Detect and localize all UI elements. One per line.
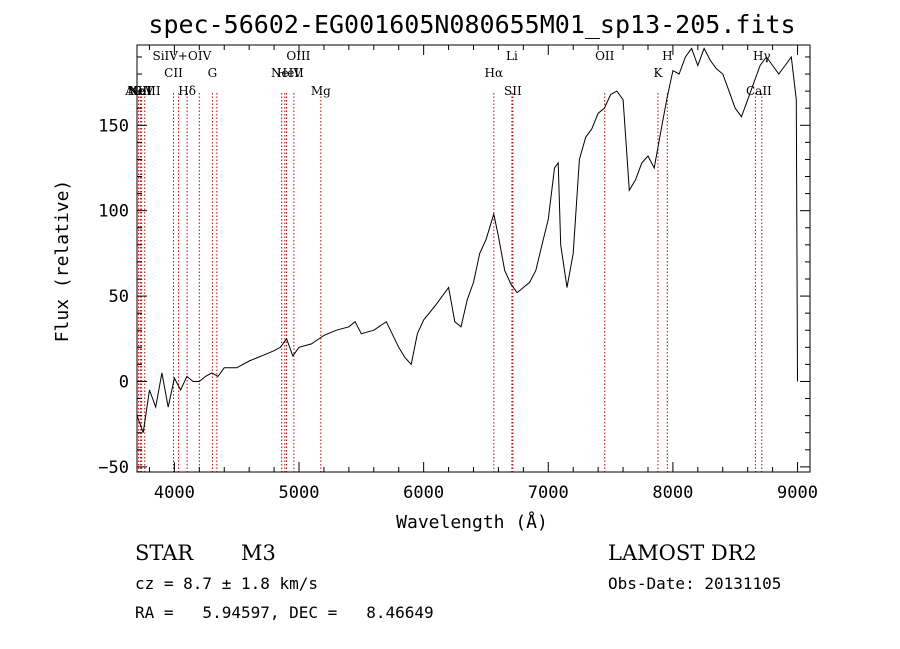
line-label-11: Mg (311, 84, 331, 98)
y-tick-label-2: 50 (109, 287, 129, 307)
y-tick-label-0: −50 (98, 458, 129, 478)
x-tick-label-0: 4000 (154, 483, 195, 503)
object-class: STAR (135, 541, 194, 565)
y-tick-label-1: 0 (119, 372, 129, 392)
x-axis-ticks: 4000 5000 6000 7000 8000 9000 (148, 45, 818, 503)
line-label-14: SII (504, 84, 522, 98)
line-label-13: Li (506, 49, 518, 63)
x-tick-label-4: 8000 (652, 483, 693, 503)
survey-name: LAMOST DR2 (608, 541, 757, 565)
redshift-cz: cz = 8.7 ± 1.8 km/s (135, 574, 318, 593)
x-tick-label-1: 5000 (279, 483, 320, 503)
line-label-3: NeIII (129, 84, 161, 98)
x-axis-label: Wavelength (Å) (396, 511, 548, 533)
line-label-5: CII (164, 66, 183, 80)
line-label-4: SiIV+OIV (152, 49, 211, 63)
line-label-18: Hγ (753, 49, 771, 63)
chart-title: spec-56602-EG001605N080655M01_sp13-205.f… (148, 10, 795, 39)
spectral-line-markers (138, 93, 763, 472)
x-tick-label-3: 7000 (528, 483, 569, 503)
x-tick-label-2: 6000 (403, 483, 444, 503)
line-label-9: NeIV (271, 66, 302, 80)
ra-dec: RA = 5.94597, DEC = 8.46649 (135, 603, 434, 622)
y-axis-label: Flux (relative) (52, 180, 73, 343)
y-tick-label-3: 100 (98, 202, 129, 222)
line-label-8: OIII (286, 49, 310, 63)
line-label-12: Hα (485, 66, 504, 80)
spectrum-line (136, 47, 798, 433)
object-subclass: M3 (241, 541, 276, 565)
y-axis-ticks: −50 0 50 100 150 (98, 56, 810, 478)
spectral-line-labels: AlIIINeVOIINeIIISiIV+OIVCIIHδGOIIINeIVHe… (124, 49, 772, 98)
plot-frame (136, 44, 811, 473)
line-label-19: CaII (746, 84, 772, 98)
y-tick-label-4: 150 (98, 116, 129, 136)
line-label-15: OII (595, 49, 615, 63)
line-label-6: Hδ (178, 84, 196, 98)
line-label-16: K (653, 66, 663, 80)
observation-date: Obs-Date: 20131105 (608, 574, 781, 593)
line-label-7: G (208, 66, 218, 80)
line-label-17: H (662, 49, 672, 63)
x-tick-label-5: 9000 (777, 483, 818, 503)
line-label-10: HeII (277, 66, 304, 80)
